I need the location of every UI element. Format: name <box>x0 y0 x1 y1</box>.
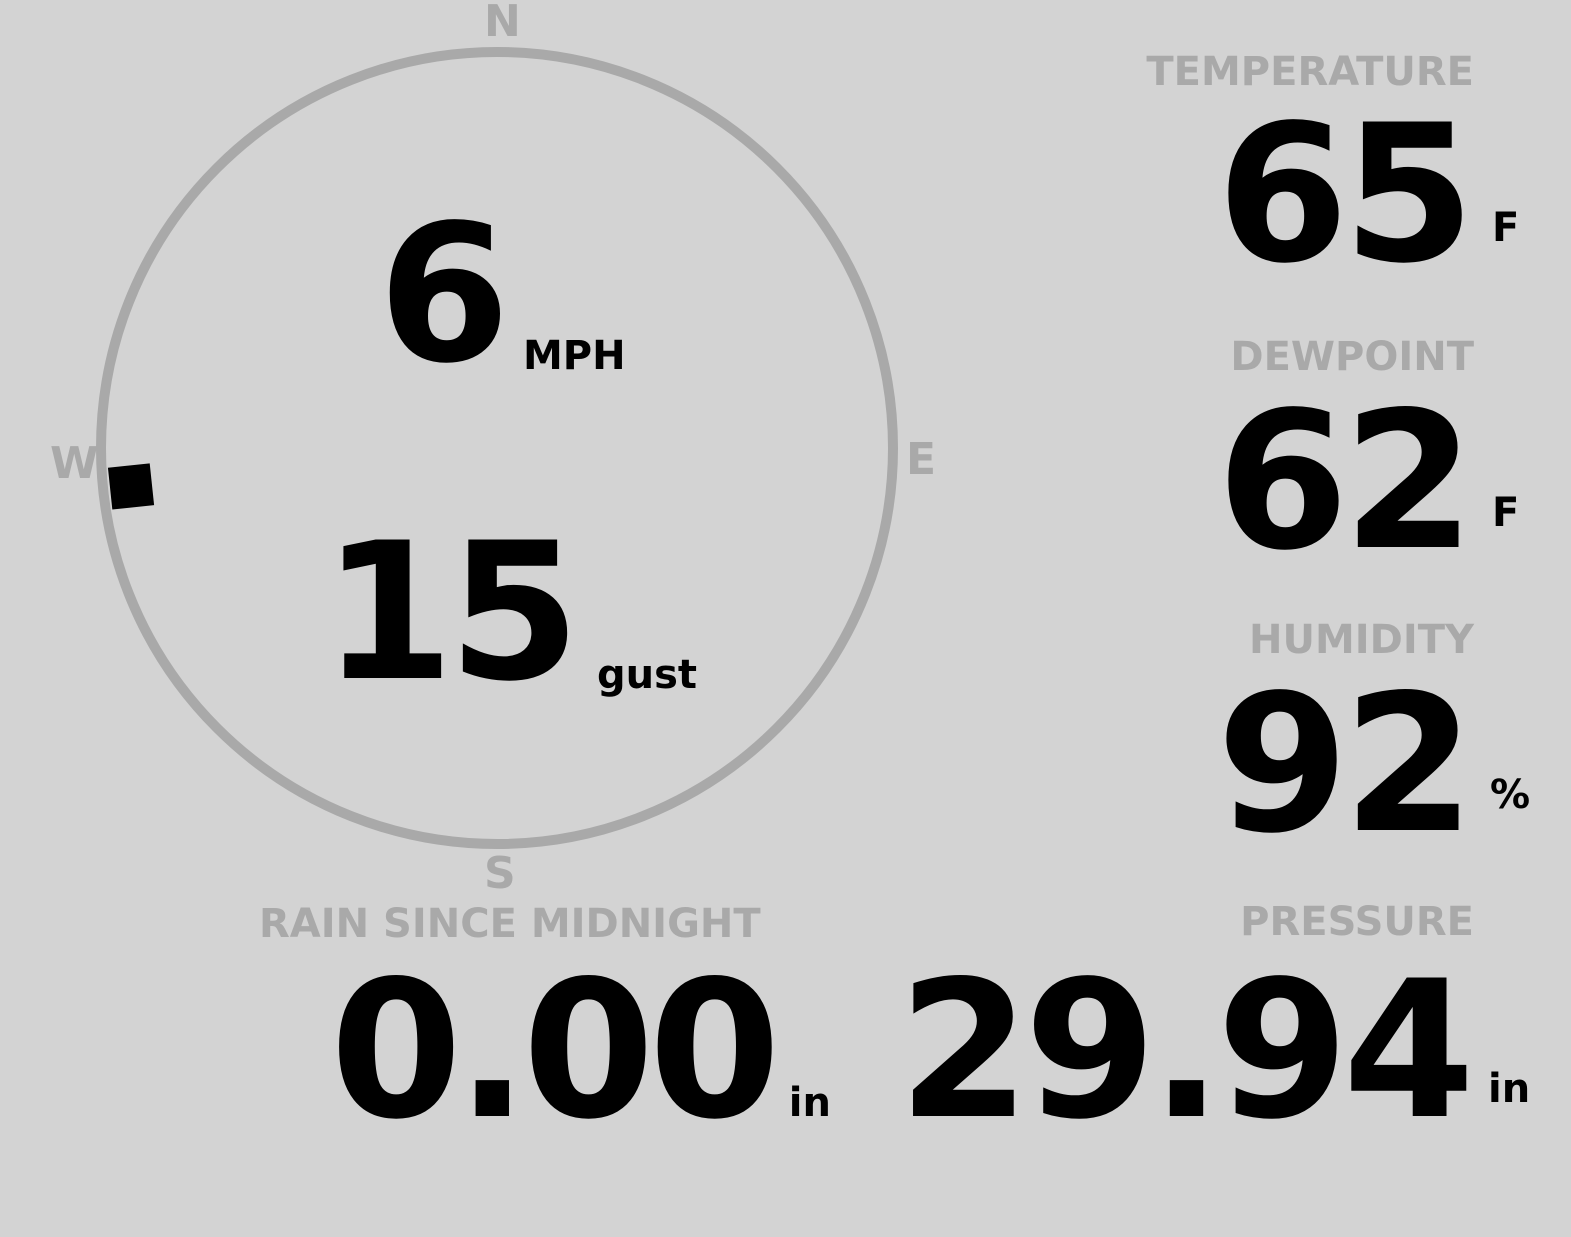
wind-direction-marker <box>107 463 155 510</box>
temperature-unit: F <box>1492 205 1520 251</box>
compass-ring <box>96 47 898 849</box>
wind-compass <box>96 47 898 849</box>
compass-e: E <box>906 434 937 485</box>
temperature-label: TEMPERATURE <box>1146 49 1474 95</box>
compass-n: N <box>484 0 521 47</box>
rain-reading: 0.00 in <box>330 956 831 1146</box>
dewpoint-label: DEWPOINT <box>1230 334 1474 380</box>
rain-value: 0.00 <box>330 940 781 1161</box>
wind-speed-unit: MPH <box>523 333 626 379</box>
humidity-value: 92 <box>1216 654 1475 875</box>
wind-gust-unit: gust <box>597 652 698 698</box>
pressure-label: PRESSURE <box>1240 899 1474 945</box>
humidity-unit: % <box>1490 772 1531 818</box>
pressure-value: 29.94 <box>898 940 1475 1161</box>
pressure-unit: in <box>1488 1066 1531 1112</box>
compass-s: S <box>484 848 516 899</box>
rain-unit: in <box>788 1080 831 1126</box>
compass-w: W <box>50 438 99 489</box>
wind-speed: 6 <box>378 184 510 405</box>
dewpoint-value: 62 <box>1216 371 1475 592</box>
temperature-value: 65 <box>1216 84 1475 305</box>
wind-gust: 15 <box>322 502 580 723</box>
humidity-label: HUMIDITY <box>1249 617 1474 663</box>
dewpoint-unit: F <box>1492 490 1520 536</box>
rain-label: RAIN SINCE MIDNIGHT <box>259 901 761 947</box>
